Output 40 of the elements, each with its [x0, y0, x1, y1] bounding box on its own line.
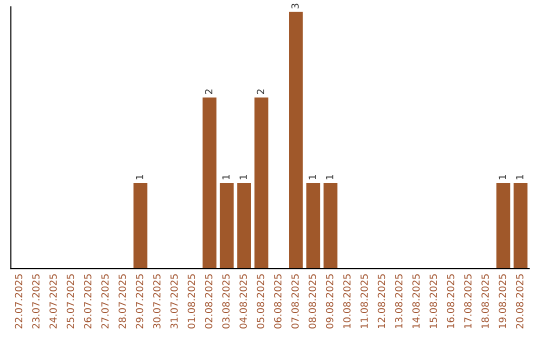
x-tick-label: 09.08.2025 — [326, 274, 334, 328]
data-label: 2 — [204, 90, 212, 94]
data-label: 1 — [222, 174, 230, 180]
data-label: 3 — [291, 4, 299, 8]
x-tick-label: 17.08.2025 — [464, 274, 472, 328]
data-label: 1 — [498, 174, 506, 180]
x-tick-label: 01.08.2025 — [188, 274, 196, 328]
x-tick-label: 05.08.2025 — [256, 274, 264, 328]
x-tick-label: 02.08.2025 — [204, 274, 212, 328]
x-tick-label: 15.08.2025 — [430, 274, 437, 328]
x-tick-label: 19.08.2025 — [498, 274, 506, 328]
data-label: 1 — [308, 174, 316, 180]
x-tick-label: 07.08.2025 — [291, 274, 299, 328]
data-label: 2 — [256, 90, 264, 94]
x-tick-label: 20.08.2025 — [516, 274, 524, 328]
x-tick-label: 16.08.2025 — [446, 274, 454, 328]
x-tick-label: 14.08.2025 — [412, 274, 420, 328]
x-tick-label: 31.07.2025 — [170, 274, 178, 328]
x-tick-label: 23.07.2025 — [32, 274, 40, 328]
x-tick-label: 25.07.2025 — [66, 274, 74, 328]
x-tick-label: 10.08.2025 — [343, 274, 351, 328]
x-tick-label: 30.07.2025 — [153, 274, 160, 328]
x-tick-label: 26.07.2025 — [84, 274, 92, 328]
x-tick-label: 28.07.2025 — [118, 274, 126, 328]
data-label: 1 — [136, 174, 144, 180]
data-label: 1 — [326, 174, 334, 180]
x-tick-label: 13.08.2025 — [395, 274, 402, 328]
x-tick-label: 04.08.2025 — [240, 274, 247, 328]
x-tick-label: 18.08.2025 — [481, 274, 489, 328]
x-tick-label: 24.07.2025 — [49, 274, 57, 328]
x-tick-label: 12.08.2025 — [378, 274, 386, 328]
x-tick-label: 22.07.2025 — [14, 274, 22, 328]
x-tick-label: 29.07.2025 — [136, 274, 144, 328]
x-tick-label: 03.08.2025 — [222, 274, 230, 328]
x-tick-label: 27.07.2025 — [101, 274, 109, 328]
x-tick-label: 06.08.2025 — [274, 274, 282, 328]
data-label: 1 — [516, 174, 524, 180]
data-label: 1 — [240, 174, 247, 180]
x-tick-label: 08.08.2025 — [308, 274, 316, 328]
x-tick-label: 11.08.2025 — [360, 274, 368, 328]
